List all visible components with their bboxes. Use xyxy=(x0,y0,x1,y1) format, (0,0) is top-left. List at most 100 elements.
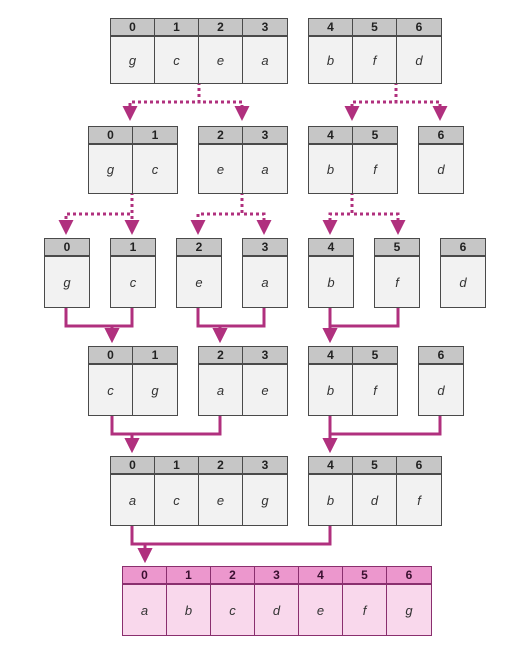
split-arrow xyxy=(240,192,272,235)
cell-value: g xyxy=(89,145,132,193)
cell-index: 4 xyxy=(309,239,353,257)
cell-value: d xyxy=(419,145,463,193)
cell-value: a xyxy=(243,37,287,83)
split-arrow xyxy=(190,192,244,235)
cell-index: 1 xyxy=(111,239,155,257)
cell-value: f xyxy=(353,37,396,83)
cell-value: a xyxy=(199,365,242,415)
cell-index: 0 xyxy=(123,567,166,585)
cell-value: g xyxy=(111,37,154,83)
merge-arrow xyxy=(322,414,442,453)
cell-value: a xyxy=(123,585,166,635)
split-arrow xyxy=(122,82,201,121)
merge-arrow xyxy=(137,524,332,563)
cell-index: 6 xyxy=(397,19,441,37)
cell-value: g xyxy=(243,475,287,525)
cell-value: f xyxy=(397,475,441,525)
split-arrow xyxy=(350,192,406,235)
cell-index: 0 xyxy=(89,127,132,145)
split-arrow xyxy=(58,192,134,235)
cell-value: f xyxy=(353,365,397,415)
cell-index: 5 xyxy=(353,127,397,145)
merge-arrow xyxy=(124,414,222,453)
cell-value: d xyxy=(353,475,396,525)
cell-index: 4 xyxy=(309,127,352,145)
cell-index: 4 xyxy=(309,347,352,365)
cell-value: c xyxy=(155,475,198,525)
cell-index: 2 xyxy=(211,567,254,585)
cell-index: 0 xyxy=(89,347,132,365)
cell-index: 3 xyxy=(243,19,287,37)
cell-value: g xyxy=(45,257,89,307)
cell-value: c xyxy=(211,585,254,635)
cell-index: 0 xyxy=(45,239,89,257)
cell-index: 5 xyxy=(353,457,396,475)
cell-value: f xyxy=(343,585,386,635)
merge-arrow xyxy=(64,306,120,343)
cell-value: a xyxy=(243,257,287,307)
merge-arrow xyxy=(104,306,134,343)
merge-arrow xyxy=(130,524,153,563)
cell-value: e xyxy=(177,257,221,307)
merge-arrow xyxy=(322,306,400,343)
cell-index: 0 xyxy=(111,19,154,37)
cell-value: b xyxy=(309,257,353,307)
cell-index: 2 xyxy=(199,127,242,145)
merge-arrow xyxy=(110,414,140,453)
cell-value: f xyxy=(353,145,397,193)
cell-index: 2 xyxy=(177,239,221,257)
cell-value: g xyxy=(133,365,177,415)
cell-index: 2 xyxy=(199,457,242,475)
cell-index: 3 xyxy=(243,239,287,257)
split-arrow xyxy=(197,82,250,121)
cell-index: 5 xyxy=(375,239,419,257)
cell-value: b xyxy=(309,475,352,525)
split-arrow xyxy=(322,192,354,235)
cell-index: 4 xyxy=(309,19,352,37)
cell-value: c xyxy=(89,365,132,415)
cell-index: 1 xyxy=(167,567,210,585)
